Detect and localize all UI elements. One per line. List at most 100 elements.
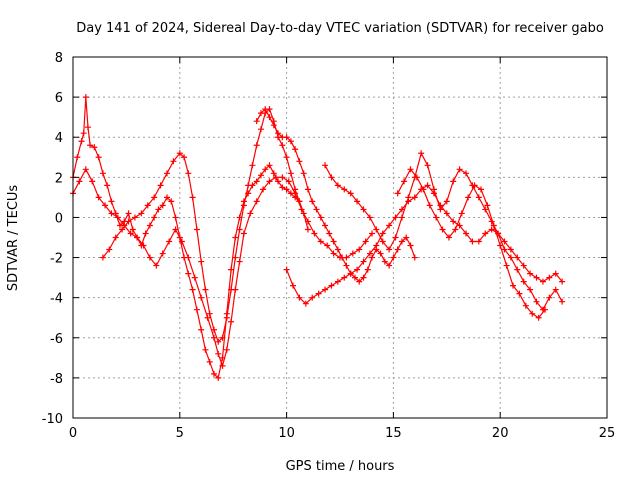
data-point-marker (516, 290, 523, 297)
data-point-marker (430, 186, 437, 193)
data-point-marker (377, 250, 384, 257)
data-point-marker (104, 182, 111, 189)
data-point-marker (275, 178, 282, 185)
data-point-marker (266, 162, 273, 169)
data-point-marker (559, 278, 566, 285)
data-point-marker (296, 198, 303, 205)
data-point-marker (176, 150, 183, 157)
data-point-marker (311, 230, 318, 237)
data-point-marker (189, 194, 196, 201)
data-point-marker (354, 198, 361, 205)
x-tick-label: 0 (69, 426, 77, 441)
data-point-marker (445, 234, 452, 241)
data-point-marker (452, 226, 459, 233)
y-tick-label: 8 (55, 51, 63, 66)
data-point-marker (552, 270, 559, 277)
data-point-marker (304, 226, 311, 233)
data-point-marker (522, 302, 529, 309)
data-point-marker (507, 254, 514, 261)
y-tick-label: 4 (55, 131, 63, 146)
data-point-marker (456, 222, 463, 229)
data-point-marker (106, 246, 113, 253)
data-point-marker (210, 334, 217, 341)
data-point-marker (439, 226, 446, 233)
data-point-marker (373, 226, 380, 233)
data-point-marker (542, 306, 549, 313)
data-point-marker (219, 334, 226, 341)
data-point-marker (309, 294, 316, 301)
data-point-marker (463, 230, 470, 237)
data-point-marker (223, 346, 230, 353)
data-point-marker (146, 254, 153, 261)
data-point-marker (206, 358, 213, 365)
data-point-marker (392, 234, 399, 241)
y-tick-label: -8 (50, 372, 63, 387)
data-point-marker (155, 206, 162, 213)
data-point-marker (527, 286, 534, 293)
data-point-marker (159, 202, 166, 209)
data-point-marker (539, 278, 546, 285)
data-point-marker (91, 144, 98, 151)
data-point-marker (270, 122, 277, 129)
data-point-marker (185, 170, 192, 177)
y-axis-label: SDTVAR / TECUs (6, 185, 21, 292)
data-point-marker (279, 184, 286, 191)
data-point-marker (328, 174, 335, 181)
data-point-marker (390, 254, 397, 261)
data-point-marker (270, 170, 277, 177)
data-point-marker (394, 190, 401, 197)
data-point-marker (418, 150, 425, 157)
data-point-marker (223, 314, 230, 321)
data-point-marker (138, 210, 145, 217)
data-point-marker (317, 214, 324, 221)
data-point-marker (287, 170, 294, 177)
data-point-marker (347, 190, 354, 197)
data-point-marker (482, 206, 489, 213)
data-point-marker (347, 270, 354, 277)
series-arc-4 (253, 106, 418, 285)
data-point-marker (369, 230, 376, 237)
data-point-marker (125, 218, 132, 225)
data-point-marker (450, 178, 457, 185)
data-point-marker (300, 210, 307, 217)
data-point-marker (362, 238, 369, 245)
data-point-marker (153, 262, 160, 269)
data-point-marker (87, 142, 94, 149)
data-point-marker (193, 226, 200, 233)
data-point-marker (322, 162, 329, 169)
data-point-marker (131, 214, 138, 221)
series-line (72, 168, 373, 367)
data-point-marker (313, 206, 320, 213)
data-point-marker (185, 270, 192, 277)
data-point-marker (198, 258, 205, 265)
data-point-marker (379, 238, 386, 245)
data-point-marker (74, 154, 81, 161)
series-arc-2 (70, 166, 376, 369)
y-tick-label: 2 (55, 171, 63, 186)
data-point-marker (159, 250, 166, 257)
data-point-marker (477, 186, 484, 193)
data-point-marker (443, 210, 450, 217)
y-tick-label: 6 (55, 91, 63, 106)
data-point-marker (490, 222, 497, 229)
data-point-marker (275, 130, 282, 137)
y-tick-label: -6 (50, 332, 63, 347)
chart-title: Day 141 of 2024, Sidereal Day-to-day VTE… (76, 21, 604, 36)
data-point-marker (533, 298, 540, 305)
data-point-marker (285, 178, 292, 185)
data-point-marker (315, 290, 322, 297)
data-point-marker (339, 254, 346, 261)
data-point-marker (210, 370, 217, 377)
data-point-marker (89, 178, 96, 185)
data-point-marker (341, 274, 348, 281)
data-point-marker (475, 194, 482, 201)
data-point-marker (202, 346, 209, 353)
x-tick-label: 25 (599, 426, 616, 441)
data-point-marker (296, 158, 303, 165)
data-point-marker (99, 170, 106, 177)
data-point-marker (437, 206, 444, 213)
data-point-marker (166, 238, 173, 245)
data-point-marker (215, 374, 222, 381)
data-point-marker (503, 262, 510, 269)
data-point-marker (204, 314, 211, 321)
